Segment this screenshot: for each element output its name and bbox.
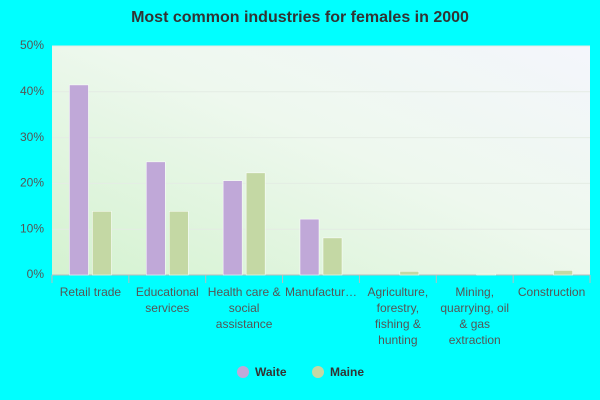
y-tick-label: 10% [20,221,44,235]
x-tick-label: Retail trade [59,285,122,299]
y-tick-label: 50% [20,38,44,52]
bar [222,180,243,276]
bar [476,273,496,276]
legend-swatch [312,366,324,378]
bar [169,211,189,276]
x-tick-label: Construction [517,285,586,299]
legend-label: Waite [255,365,287,379]
y-tick-label: 40% [20,84,44,98]
y-tick-label: 0% [27,267,45,281]
bar [69,84,89,276]
x-tick-label: Mining, quarrying, oil & gas extraction [440,285,510,347]
chart-title: Most common industries for females in 20… [131,9,469,26]
bar [553,270,573,276]
x-tick-label: Manufactur… [284,285,358,299]
legend-label: Maine [330,365,364,379]
bar [146,161,166,276]
legend-swatch [237,366,249,378]
plot-background [52,46,590,275]
y-tick-label: 30% [20,130,44,144]
bar [245,172,266,276]
bar [299,218,320,276]
bar [322,237,343,276]
x-tick-label: Agriculture, forestry, fishing & hunting [367,285,429,347]
bar [399,271,420,276]
x-tick-label: Educational services [135,285,199,315]
bar [92,211,112,276]
y-tick-label: 20% [20,176,44,190]
x-tick-label: Health care & social assistance [207,285,281,331]
